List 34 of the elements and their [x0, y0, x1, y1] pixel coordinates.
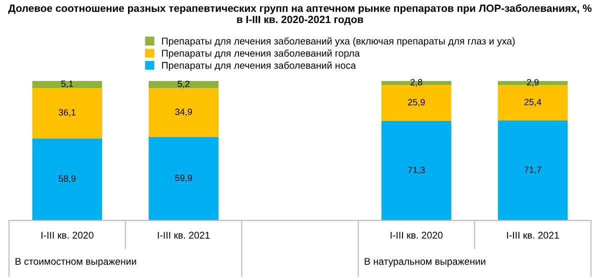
bar [148, 81, 219, 88]
data-label: 5,2 [178, 80, 190, 88]
bar [381, 121, 452, 220]
x-tick-label: I-III кв. 2020 [390, 232, 443, 239]
text: В натуральном выражении [364, 258, 486, 267]
data-label: 59,9 [175, 174, 192, 182]
data-label: 25,9 [408, 99, 425, 106]
data-label: 5,1 [61, 80, 74, 88]
legend-label: Препараты для лечения заболеваний горла [162, 49, 360, 59]
data-label: 2,8 [410, 79, 422, 86]
bar [148, 88, 219, 137]
x-tick-label: I-III кв. 2021 [158, 232, 210, 239]
x-tick-label: I-III кв. 2021 [507, 232, 559, 239]
data-label: 2,9 [526, 79, 539, 87]
bar [498, 81, 568, 86]
bar [381, 81, 452, 85]
legend-label: Препараты для лечения заболеваний носа [162, 62, 356, 71]
bar [498, 85, 568, 120]
data-label: 36,1 [58, 109, 76, 117]
legend-label: Препараты для лечения заболеваний уха (включая препараты для глаз и уха) [162, 37, 515, 46]
data-label: 25,4 [524, 98, 542, 106]
x-tick-label: I-III кв. 2020 [42, 232, 94, 239]
bar [498, 120, 568, 220]
data-label: 71,3 [408, 166, 425, 174]
bar [32, 138, 102, 220]
data-label: 34,9 [175, 108, 192, 116]
text: В стоимостном выражении [16, 258, 136, 267]
chart-title: Долевое соотношение разных терапевтических групп на аптечном рынке препаратов при ЛОР-заболеваниях, % в I-III кв. 2020-2021 годов [8, 4, 592, 26]
data-label: 58,9 [58, 175, 76, 183]
bar [381, 84, 452, 122]
bar [148, 136, 219, 220]
data-label: 71,7 [524, 166, 542, 174]
bar [32, 80, 102, 88]
bar [32, 88, 102, 138]
